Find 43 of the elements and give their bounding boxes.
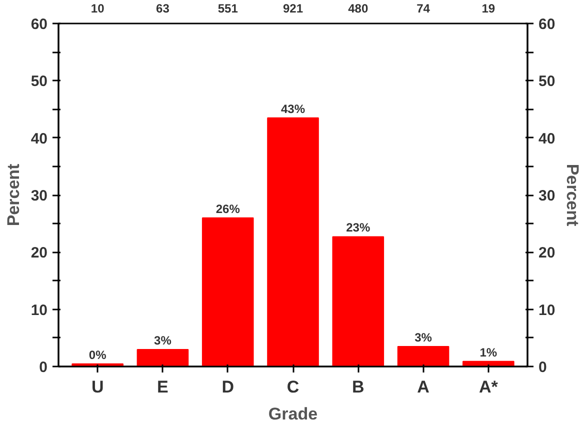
y-tick-label: 60 (30, 16, 48, 33)
x-tick-label: B (352, 378, 364, 396)
text: 10 (90, 2, 105, 16)
data-label: 3% (414, 330, 432, 344)
text: 74 (416, 2, 430, 16)
y-tick-label: 0 (39, 359, 48, 376)
data-label: 43% (280, 102, 306, 116)
y-tick-label: 30 (30, 188, 48, 204)
data-label: 23% (346, 220, 370, 235)
data-label: 1% (480, 345, 498, 360)
x-tick-label: A* (478, 378, 498, 396)
text: 921 (282, 2, 304, 16)
y2-tick-label: 50 (538, 73, 556, 90)
x-tick-label: U (91, 378, 104, 396)
bar (136, 349, 189, 366)
y2-tick-label: 20 (538, 244, 556, 262)
data-label: 0% (88, 348, 107, 362)
bar (267, 117, 319, 366)
x-tick-label: D (222, 378, 234, 396)
x-tick-label: C (286, 378, 300, 396)
y2-tick-label: 30 (538, 188, 556, 204)
y2-tick-label: 40 (538, 130, 556, 148)
y-tick-label: 40 (30, 130, 48, 148)
y-tick-label: 10 (30, 302, 48, 319)
data-label: 26% (216, 202, 240, 216)
x-tick-label: A (417, 378, 430, 396)
text: 63 (156, 2, 170, 16)
bar (202, 217, 254, 366)
x-tick-label: E (157, 378, 168, 396)
bar (397, 346, 450, 366)
y2-tick-label: 0 (538, 359, 547, 376)
y-tick-label: 20 (30, 244, 48, 262)
bar (332, 236, 384, 366)
y2-axis-title: Percent (563, 164, 582, 227)
text: 551 (218, 2, 238, 16)
y2-tick-label: 10 (538, 302, 556, 319)
text: 19 (482, 2, 496, 16)
y-axis-title: Percent (4, 163, 23, 226)
y-tick-label: 50 (30, 73, 48, 90)
data-label: 3% (154, 334, 172, 348)
x-axis-title: Grade (268, 404, 318, 424)
y2-tick-label: 60 (538, 16, 556, 33)
text: 480 (348, 2, 368, 16)
